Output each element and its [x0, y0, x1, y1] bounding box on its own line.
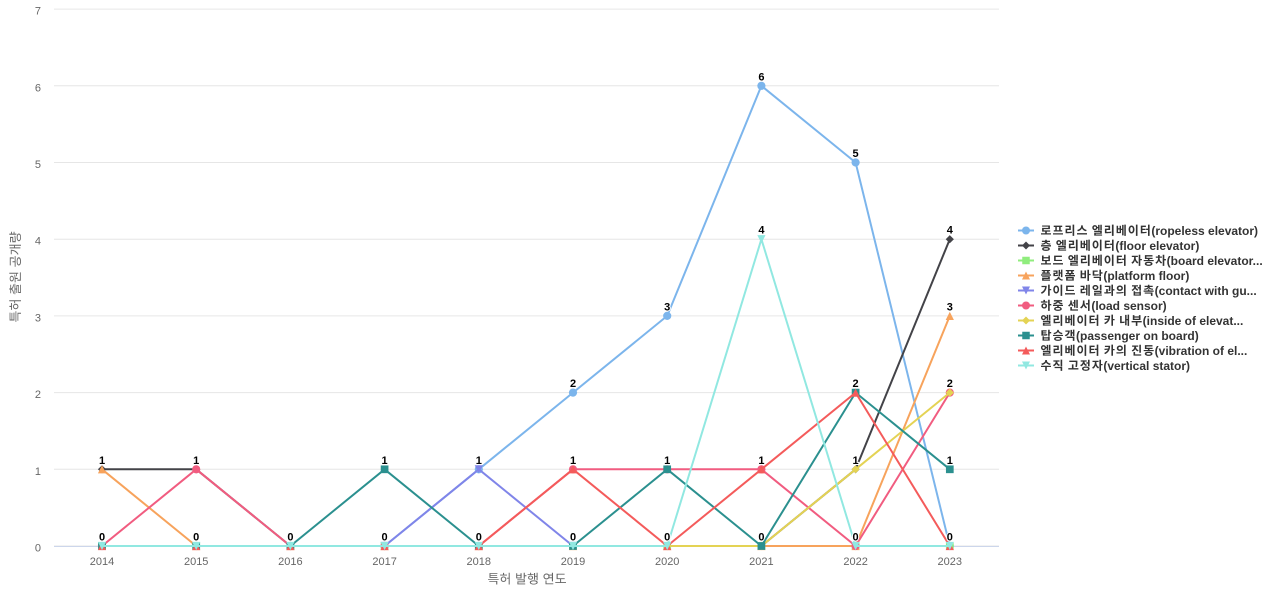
svg-text:(contact with gu...: (contact with gu... — [1155, 284, 1257, 298]
svg-text:6: 6 — [35, 82, 41, 94]
svg-text:1: 1 — [99, 455, 105, 467]
svg-text:1: 1 — [193, 455, 199, 467]
svg-text:(floor elevator): (floor elevator) — [1115, 239, 1199, 253]
svg-text:3: 3 — [947, 301, 953, 313]
svg-text:4: 4 — [947, 225, 954, 237]
svg-text:(load sensor): (load sensor) — [1091, 299, 1166, 313]
svg-text:0: 0 — [99, 532, 105, 544]
svg-text:2021: 2021 — [749, 556, 773, 568]
svg-text:0: 0 — [947, 532, 953, 544]
svg-text:0: 0 — [193, 532, 199, 544]
svg-text:0: 0 — [853, 532, 859, 544]
svg-text:(vertical stator): (vertical stator) — [1103, 359, 1190, 373]
svg-text:2: 2 — [35, 389, 41, 401]
svg-text:2018: 2018 — [467, 556, 491, 568]
svg-text:1: 1 — [382, 455, 388, 467]
svg-text:3: 3 — [35, 312, 41, 324]
svg-text:0: 0 — [570, 532, 576, 544]
svg-text:5: 5 — [853, 148, 859, 160]
svg-text:2: 2 — [570, 378, 576, 390]
svg-text:1: 1 — [570, 455, 576, 467]
svg-text:0: 0 — [758, 532, 764, 544]
svg-text:0: 0 — [35, 543, 41, 555]
svg-text:2016: 2016 — [278, 556, 302, 568]
svg-text:(vibration of el...: (vibration of el... — [1155, 344, 1248, 358]
svg-text:0: 0 — [287, 532, 293, 544]
svg-text:(ropeless elevator): (ropeless elevator) — [1151, 224, 1258, 238]
svg-text:2023: 2023 — [938, 556, 962, 568]
svg-text:2020: 2020 — [655, 556, 679, 568]
svg-text:2022: 2022 — [843, 556, 867, 568]
svg-text:4: 4 — [35, 236, 41, 248]
svg-text:6: 6 — [758, 71, 764, 83]
svg-text:2015: 2015 — [184, 556, 208, 568]
svg-text:1: 1 — [758, 455, 764, 467]
svg-text:1: 1 — [947, 455, 953, 467]
svg-text:3: 3 — [664, 301, 670, 313]
svg-text:1: 1 — [853, 455, 859, 467]
svg-text:1: 1 — [664, 455, 670, 467]
svg-text:7: 7 — [35, 6, 41, 18]
svg-text:0: 0 — [664, 532, 670, 544]
svg-text:(inside of elevat...: (inside of elevat... — [1143, 314, 1244, 328]
svg-text:2014: 2014 — [90, 556, 114, 568]
svg-text:2017: 2017 — [372, 556, 396, 568]
svg-text:(platform floor): (platform floor) — [1103, 269, 1189, 283]
svg-text:2019: 2019 — [561, 556, 585, 568]
svg-text:2: 2 — [947, 378, 953, 390]
svg-text:1: 1 — [35, 466, 41, 478]
svg-text:0: 0 — [382, 532, 388, 544]
svg-text:(passenger on board): (passenger on board) — [1076, 329, 1199, 343]
svg-text:2: 2 — [853, 378, 859, 390]
svg-text:0: 0 — [476, 532, 482, 544]
svg-text:4: 4 — [758, 225, 765, 237]
svg-text:1: 1 — [476, 455, 482, 467]
svg-text:5: 5 — [35, 159, 41, 171]
svg-text:(board elevator...: (board elevator... — [1167, 254, 1263, 268]
